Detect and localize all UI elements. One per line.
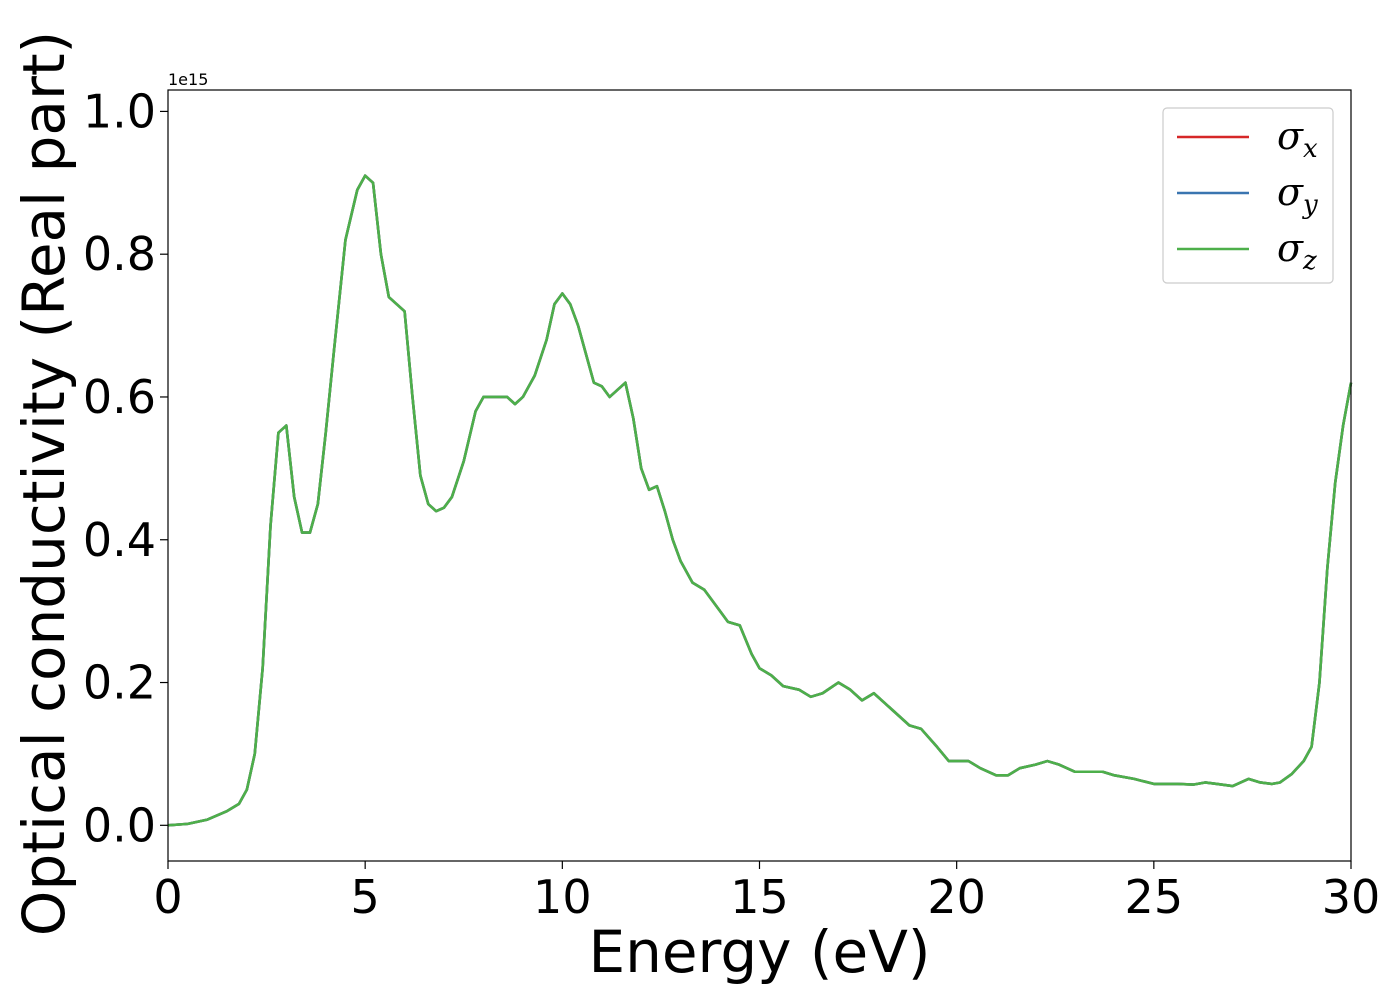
legend-label-y: σy <box>1277 170 1318 220</box>
x-tick-label: 0 <box>153 870 182 924</box>
x-tick-label: 30 <box>1322 870 1381 924</box>
x-tick-label: 5 <box>351 870 380 924</box>
legend-label-z: σz <box>1277 226 1317 276</box>
x-axis-label: Energy (eV) <box>588 918 930 986</box>
series-layer <box>167 174 1353 827</box>
y-tick-label: 0.0 <box>83 798 156 852</box>
legend-label-x: σx <box>1277 114 1318 164</box>
legend-box <box>1162 107 1334 284</box>
x-axis-ticks: 0 5 10 15 20 25 30 <box>153 861 1380 924</box>
x-tick-label: 25 <box>1125 870 1184 924</box>
x-tick-label: 10 <box>533 870 592 924</box>
y-tick-label: 0.6 <box>83 370 156 424</box>
y-axis-label: Optical conductivity (Real part) <box>10 31 78 936</box>
y-tick-label: 0.8 <box>83 227 156 281</box>
y-axis-offset-label: 1e15 <box>168 70 208 89</box>
y-tick-label: 0.2 <box>83 656 156 710</box>
y-axis-ticks: 0.0 0.2 0.4 0.6 0.8 1.0 <box>83 84 168 852</box>
series-line-z <box>167 174 1353 827</box>
x-tick-label: 20 <box>927 870 986 924</box>
y-tick-label: 0.4 <box>83 513 156 567</box>
legend: σx σy σz <box>1162 107 1334 284</box>
y-tick-label: 1.0 <box>83 84 156 138</box>
x-tick-label: 15 <box>730 870 789 924</box>
